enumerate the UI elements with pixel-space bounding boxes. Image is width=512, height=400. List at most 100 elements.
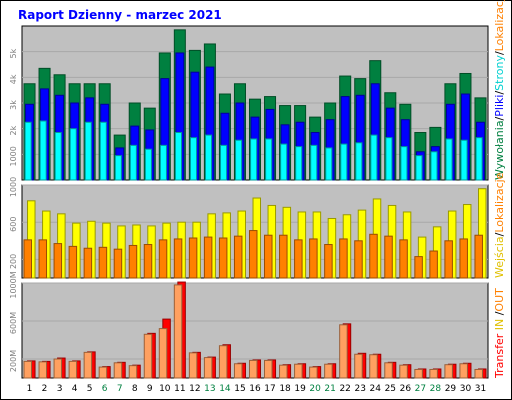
bar-lokalizacje-day-10 xyxy=(158,239,168,279)
bar-out-day-26 xyxy=(399,364,408,379)
bar-out-day-8 xyxy=(128,365,138,379)
bar-lokalizacje-day-4 xyxy=(68,245,78,279)
x-tick-label: 7 xyxy=(117,384,123,394)
bar-out-day-7 xyxy=(113,362,123,379)
y-tick-label: 1000M xyxy=(9,271,18,298)
y-tick-label: 4k xyxy=(9,74,18,84)
bar-lokalizacje-day-24 xyxy=(369,233,378,279)
bar-out-day-24 xyxy=(369,354,378,379)
x-tick-label: 18 xyxy=(279,384,291,394)
y-tick-label: 1000 xyxy=(9,146,18,166)
x-tick-label: 8 xyxy=(132,384,138,394)
bar-out-day-13 xyxy=(203,357,213,379)
top-panel: 1000 2k 3k 4k 5k xyxy=(9,25,489,181)
bar-strony-day-18 xyxy=(280,143,288,181)
x-tick-label: 29 xyxy=(445,384,457,394)
x-tick-label: 1 xyxy=(27,384,33,394)
bar-lokalizacje-day-2 xyxy=(38,239,48,279)
legend-pages: Strony xyxy=(493,55,506,91)
legend-files: Pliki xyxy=(493,95,506,117)
x-tick-label: 20 xyxy=(309,384,321,394)
bar-out-day-16 xyxy=(248,359,258,379)
bar-strony-day-20 xyxy=(310,144,318,181)
bar-strony-day-9 xyxy=(144,148,152,181)
bar-out-day-30 xyxy=(459,363,468,379)
bar-out-day-4 xyxy=(68,360,78,379)
bar-lokalizacje-day-13 xyxy=(203,236,213,279)
x-tick-label: 12 xyxy=(189,384,200,394)
bar-lokalizacje-day-28 xyxy=(429,250,438,279)
bar-lokalizacje-day-27 xyxy=(414,256,423,279)
bar-strony-day-28 xyxy=(430,151,438,181)
bar-strony-day-12 xyxy=(189,137,198,181)
bar-strony-day-16 xyxy=(250,138,258,181)
chart-title: Raport Dzienny - marzec 2021 xyxy=(18,8,222,22)
bar-strony-day-30 xyxy=(460,139,468,181)
x-axis-labels: 1 2 3 4 5 6 7 8 9 10 11 12 13 14 15 16 17 18 19 20 21 22 23 24 2… xyxy=(27,384,487,394)
bar-out-day-6 xyxy=(98,366,108,379)
bar-lokalizacje-day-12 xyxy=(188,237,198,279)
x-tick-label: 9 xyxy=(147,384,153,394)
x-tick-label: 28 xyxy=(430,384,442,394)
bar-out-day-5 xyxy=(83,351,93,379)
x-tick-label: 31 xyxy=(475,384,486,394)
bar-strony-day-6 xyxy=(99,121,107,181)
bar-out-day-21 xyxy=(324,363,333,379)
bar-lokalizacje-day-31 xyxy=(474,234,483,279)
bar-lokalizacje-day-17 xyxy=(264,234,273,279)
bar-strony-day-3 xyxy=(54,132,62,181)
x-tick-label: 21 xyxy=(324,384,335,394)
bar-lokalizacje-day-21 xyxy=(324,244,333,279)
bar-strony-day-17 xyxy=(265,138,273,181)
bar-out-day-23 xyxy=(354,353,363,379)
bar-out-day-31 xyxy=(474,368,483,379)
x-tick-label: 27 xyxy=(415,384,426,394)
bar-lokalizacje-day-26 xyxy=(399,239,408,279)
bar-lokalizacje-day-30 xyxy=(459,238,468,279)
bar-out-day-17 xyxy=(264,359,273,379)
bar-lokalizacje-day-25 xyxy=(384,235,393,279)
bar-strony-day-8 xyxy=(129,144,137,181)
x-tick-label: 11 xyxy=(174,384,185,394)
bar-lokalizacje-day-9 xyxy=(143,244,153,279)
y-tick-label: 1000 xyxy=(9,177,18,197)
x-tick-label: 30 xyxy=(460,384,472,394)
x-tick-label: 13 xyxy=(204,384,215,394)
bar-lokalizacje-day-11 xyxy=(173,238,183,279)
bottom-panel: 200M 600M 1000M xyxy=(9,271,489,379)
bar-strony-day-29 xyxy=(445,138,453,181)
bar-out-day-18 xyxy=(279,364,288,379)
legend-bottom: Transfer IN /OUT xyxy=(493,288,506,379)
bar-out-day-1 xyxy=(23,360,33,379)
bar-lokalizacje-day-20 xyxy=(309,238,318,279)
bar-lokalizacje-day-22 xyxy=(339,238,348,279)
bar-strony-day-15 xyxy=(235,139,243,181)
y-tick-label: 600 xyxy=(9,217,18,232)
bar-lokalizacje-day-19 xyxy=(294,239,303,279)
bar-strony-day-27 xyxy=(415,155,423,181)
x-tick-label: 23 xyxy=(354,384,365,394)
bar-out-day-27 xyxy=(414,368,423,379)
x-tick-label: 22 xyxy=(339,384,350,394)
bar-strony-day-2 xyxy=(39,120,47,181)
bar-lokalizacje-day-15 xyxy=(233,235,243,279)
x-tick-label: 19 xyxy=(294,384,306,394)
legend-sep: / xyxy=(493,91,506,95)
bar-lokalizacje-day-6 xyxy=(98,246,108,279)
x-tick-label: 14 xyxy=(219,384,231,394)
bar-strony-day-19 xyxy=(295,146,303,181)
bar-out-day-28 xyxy=(429,368,438,379)
x-tick-label: 2 xyxy=(42,384,48,394)
bar-out-day-19 xyxy=(294,363,303,379)
middle-panel: 200 600 1000 xyxy=(9,177,489,279)
legend-sep: / xyxy=(493,116,506,120)
bar-strony-day-5 xyxy=(84,121,92,181)
y-tick-label: 200 xyxy=(9,254,18,269)
bar-lokalizacje-day-5 xyxy=(83,247,93,279)
bar-lokalizacje-day-7 xyxy=(113,248,123,279)
legend-hits: Wywołania xyxy=(493,120,506,180)
x-tick-label: 16 xyxy=(249,384,261,394)
x-tick-label: 25 xyxy=(385,384,396,394)
x-tick-label: 15 xyxy=(234,384,245,394)
